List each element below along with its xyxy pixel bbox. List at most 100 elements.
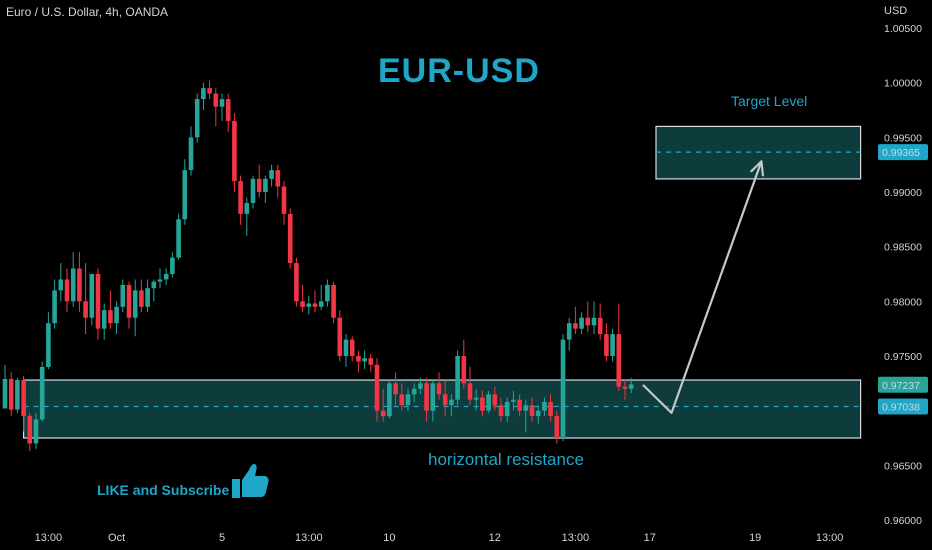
thumbs-up-icon <box>229 460 271 502</box>
price-tick-label: 0.96000 <box>884 515 922 527</box>
candle-body <box>163 274 169 280</box>
price-tag <box>878 398 928 415</box>
candle-body <box>566 323 572 340</box>
zones-layer <box>23 125 862 439</box>
candle-body <box>207 88 212 94</box>
candle-body <box>343 339 349 356</box>
candle-body <box>287 213 293 264</box>
zone-box-0 <box>23 379 862 439</box>
price-labels-layer: 0.97237 0.97038 0.99365 <box>878 144 928 415</box>
candle-body <box>250 178 256 203</box>
candle-body <box>151 281 157 289</box>
price-tag-label: 0.97237 <box>882 380 920 392</box>
candle-body <box>517 399 522 411</box>
candle-body <box>83 301 88 318</box>
candle-body <box>511 399 516 402</box>
candle-body <box>39 366 45 420</box>
time-tick-label: 19 <box>749 532 761 544</box>
candle-body <box>399 394 405 406</box>
projection-arrowhead <box>750 160 764 177</box>
candle-body <box>46 323 51 367</box>
candle-body <box>498 405 504 417</box>
candle-body <box>15 380 20 410</box>
time-tick-label: Oct <box>108 532 125 544</box>
candle-body <box>27 416 33 444</box>
candle-body <box>628 384 634 389</box>
overlays-layer <box>642 160 764 414</box>
price-tick-label: 1.00500 <box>884 23 922 35</box>
candle-body <box>380 410 386 417</box>
candle-body <box>8 378 14 410</box>
candle-body <box>120 284 126 307</box>
candle-body <box>132 290 138 318</box>
candle-body <box>473 397 479 400</box>
candle-body <box>523 405 529 411</box>
time-tick-label: 10 <box>383 532 395 544</box>
candle-body <box>374 364 380 411</box>
candle-body <box>95 274 101 329</box>
candle-body <box>325 284 330 302</box>
candle-body <box>492 394 498 406</box>
candle-body <box>176 219 181 258</box>
candle-body <box>610 334 615 356</box>
candle-body <box>573 323 578 329</box>
candle-body <box>362 358 367 362</box>
candle-body <box>368 358 374 365</box>
candle-body <box>436 383 442 395</box>
candle-body <box>238 181 243 214</box>
candle-body <box>449 399 454 406</box>
currency-label: USD <box>884 5 908 17</box>
candle-body <box>430 383 436 411</box>
candle-body <box>194 99 200 138</box>
candle-body <box>2 378 8 409</box>
candle-body <box>139 290 144 307</box>
candle-body <box>157 279 163 282</box>
candle-body <box>263 178 268 192</box>
candle-body <box>244 202 250 214</box>
candle-body <box>387 383 392 417</box>
price-tag-label: 0.97038 <box>882 402 920 414</box>
price-tick-label: 0.98000 <box>884 296 922 308</box>
candle-body <box>21 380 26 417</box>
candle-body <box>306 303 312 307</box>
candle-body <box>126 284 132 318</box>
candle-body <box>560 339 566 438</box>
candle-body <box>467 383 473 400</box>
time-tick-label: 12 <box>489 532 501 544</box>
candle-body <box>188 137 194 171</box>
candle-body <box>411 388 417 395</box>
candle-body <box>548 401 553 417</box>
candle-body <box>182 170 188 220</box>
price-tag-label: 0.99365 <box>882 147 920 159</box>
candle-body <box>275 170 281 187</box>
candle-body <box>461 356 467 384</box>
candle-body <box>604 334 609 356</box>
price-tick-label: 0.99500 <box>884 132 922 144</box>
candle-body <box>77 268 82 302</box>
candle-body <box>101 310 107 329</box>
symbol-title: Euro / U.S. Dollar, 4h, OANDA <box>6 5 169 19</box>
candle-body <box>331 284 336 318</box>
time-tick-label: 5 <box>219 532 225 544</box>
candles-layer <box>2 80 634 452</box>
candle-body <box>418 383 423 389</box>
candle-body <box>542 401 547 411</box>
candle-body <box>318 301 324 307</box>
candle-body <box>455 356 460 400</box>
candle-body <box>529 405 535 417</box>
time-tick-label: 13:00 <box>35 532 63 544</box>
candle-body <box>269 170 274 179</box>
time-tick-label: 13:00 <box>295 532 323 544</box>
candle-body <box>349 339 355 356</box>
candle-body <box>232 120 237 182</box>
price-tick-label: 0.97500 <box>884 351 922 363</box>
candle-body <box>622 386 628 389</box>
candle-body <box>312 303 318 307</box>
candle-body <box>225 99 231 121</box>
candle-body <box>480 397 485 411</box>
price-axis: 0.96000 0.96500 0.97500 0.98000 0.98500 0.990… <box>884 23 922 527</box>
projection-arrow <box>642 160 763 414</box>
candle-body <box>219 99 225 107</box>
candle-body <box>281 186 287 214</box>
